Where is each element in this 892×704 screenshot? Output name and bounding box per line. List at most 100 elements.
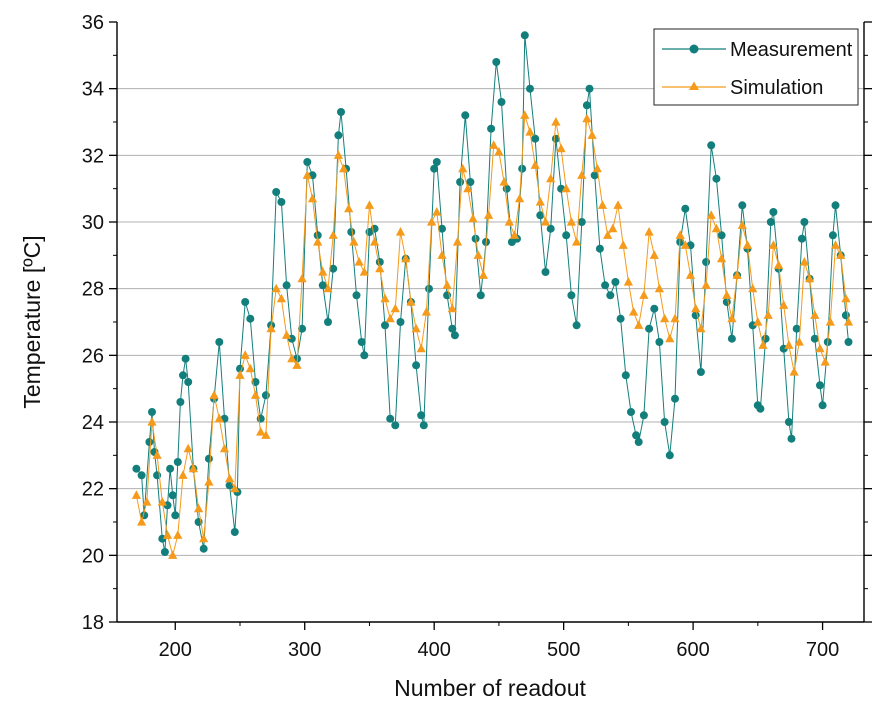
- data-point: [644, 227, 654, 236]
- data-point: [830, 240, 841, 249]
- data-point: [526, 84, 534, 93]
- data-point: [634, 438, 643, 446]
- data-point: [691, 303, 701, 313]
- data-point: [769, 208, 778, 216]
- data-point: [717, 231, 726, 240]
- data-point: [324, 318, 332, 326]
- legend-simulation-marker: [689, 81, 699, 90]
- data-point: [497, 98, 506, 106]
- data-point: [587, 130, 597, 139]
- x-axis-title: Number of readout: [394, 675, 586, 701]
- data-point: [844, 338, 853, 346]
- data-point: [650, 304, 659, 313]
- data-point: [276, 293, 286, 303]
- data-point: [225, 473, 235, 483]
- data-point: [566, 217, 576, 226]
- data-point: [416, 343, 426, 353]
- data-point: [261, 430, 271, 439]
- data-point: [333, 150, 343, 159]
- data-point: [131, 490, 141, 499]
- data-point: [717, 253, 727, 263]
- data-point: [357, 338, 366, 346]
- y-tick-label: 20: [82, 545, 104, 567]
- data-point: [298, 324, 307, 333]
- data-point: [680, 240, 690, 249]
- data-point: [339, 163, 349, 173]
- data-point: [456, 178, 465, 186]
- data-point: [359, 267, 369, 276]
- data-point: [546, 173, 556, 183]
- data-point: [219, 443, 230, 453]
- data-point: [287, 353, 297, 363]
- y-tick-label: 28: [82, 279, 104, 301]
- data-point: [188, 463, 198, 473]
- data-point: [214, 413, 224, 423]
- data-point: [385, 313, 395, 323]
- data-point: [546, 224, 555, 233]
- data-point: [432, 158, 441, 166]
- data-point: [171, 511, 180, 520]
- data-point: [292, 360, 302, 369]
- legend: Measurement Simulation: [653, 28, 859, 106]
- data-point: [256, 427, 266, 436]
- data-point: [816, 381, 824, 390]
- data-point: [468, 213, 478, 223]
- data-point: [282, 330, 292, 339]
- series-line: [135, 115, 849, 556]
- y-tick-label: 36: [82, 12, 104, 34]
- data-point: [145, 438, 154, 446]
- data-point: [282, 281, 291, 290]
- data-point: [639, 290, 649, 299]
- data-point: [401, 253, 411, 263]
- data-point: [518, 164, 527, 173]
- data-point: [613, 200, 623, 209]
- data-point: [629, 307, 639, 316]
- data-point: [162, 530, 173, 539]
- data-point: [181, 354, 190, 363]
- data-point: [240, 350, 250, 359]
- data-point: [148, 408, 156, 416]
- data-point: [375, 263, 385, 273]
- data-point: [391, 421, 400, 430]
- data-point: [732, 270, 742, 279]
- series-layer: [131, 31, 854, 559]
- data-point: [696, 368, 705, 376]
- data-point: [585, 84, 594, 93]
- data-point: [611, 278, 620, 286]
- x-tick-label: 600: [676, 639, 709, 661]
- data-point: [448, 324, 457, 333]
- data-point: [753, 317, 763, 326]
- data-point: [670, 313, 680, 323]
- data-point: [787, 434, 796, 443]
- data-point: [779, 300, 789, 309]
- y-tick-label: 26: [82, 345, 104, 367]
- y-axis-title: Temperature [ºC]: [19, 235, 45, 408]
- data-point: [590, 171, 599, 180]
- data-point: [318, 267, 328, 276]
- data-point: [825, 317, 835, 326]
- data-point: [302, 170, 312, 179]
- data-point: [256, 414, 265, 423]
- data-point: [665, 333, 675, 343]
- data-point: [706, 210, 716, 219]
- data-point: [820, 357, 830, 366]
- data-point: [836, 250, 846, 259]
- data-point: [654, 283, 664, 293]
- data-point: [499, 177, 509, 186]
- data-point: [347, 228, 356, 236]
- data-point: [784, 418, 793, 426]
- data-point: [261, 391, 270, 400]
- data-point: [215, 338, 224, 346]
- data-point: [132, 464, 141, 473]
- data-point: [504, 217, 514, 226]
- data-point: [458, 163, 468, 173]
- data-point: [567, 291, 576, 300]
- data-point: [313, 237, 323, 246]
- data-point: [792, 324, 801, 333]
- data-point: [551, 117, 561, 126]
- data-point: [173, 458, 182, 466]
- data-point: [810, 334, 819, 343]
- data-point: [800, 218, 809, 226]
- data-point: [137, 517, 147, 526]
- data-point: [173, 530, 183, 539]
